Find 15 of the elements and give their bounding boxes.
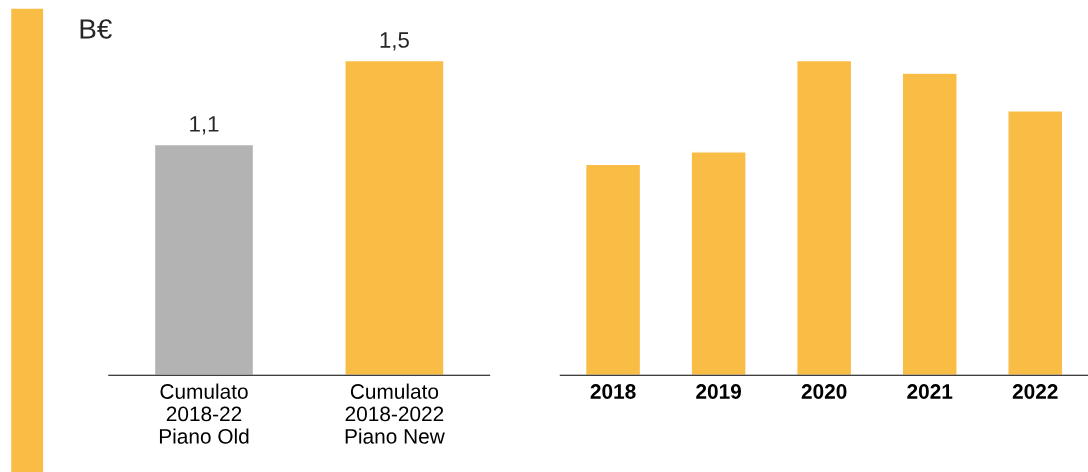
x-tick-label: Cumulato 2018-2022 Piano New [345,383,445,444]
bar [901,72,958,376]
data-label: 1,1 [190,116,219,135]
bar [1007,110,1064,376]
x-tick-label: 2019 [696,384,742,399]
x-tick-label: 2022 [1012,384,1058,399]
x-tick-label: 2021 [907,384,953,399]
data-label: 1,5 [380,32,409,51]
bar [584,163,642,376]
y-axis-title: B€ [80,19,112,39]
x-tick-label: 2018 [590,384,636,399]
bar [796,59,853,376]
x-tick-label: Cumulato 2018-22 Piano Old [159,383,249,444]
bar [690,151,747,376]
x-tick-label: 2020 [801,384,847,399]
